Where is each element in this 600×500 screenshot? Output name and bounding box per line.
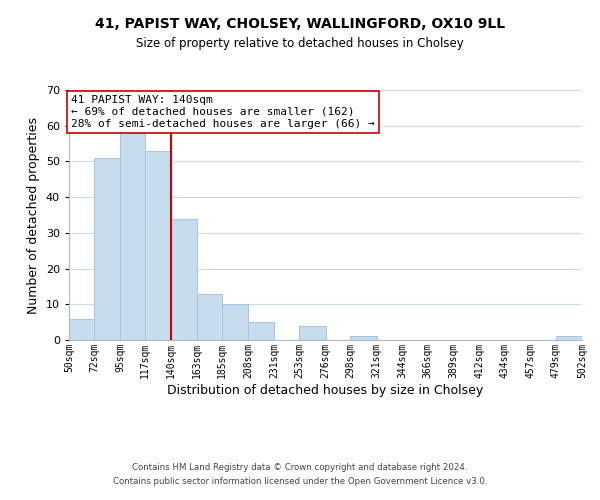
Text: Size of property relative to detached houses in Cholsey: Size of property relative to detached ho… [136,38,464,51]
Bar [248,322,274,340]
Bar [145,150,171,340]
Text: Contains HM Land Registry data © Crown copyright and database right 2024.: Contains HM Land Registry data © Crown c… [132,464,468,472]
Text: 41 PAPIST WAY: 140sqm
← 69% of detached houses are smaller (162)
28% of semi-det: 41 PAPIST WAY: 140sqm ← 69% of detached … [71,96,375,128]
Bar [556,336,582,340]
Bar [94,158,120,340]
Bar [69,318,94,340]
Bar [299,326,326,340]
Text: Contains public sector information licensed under the Open Government Licence v3: Contains public sector information licen… [113,477,487,486]
X-axis label: Distribution of detached houses by size in Cholsey: Distribution of detached houses by size … [167,384,484,396]
Text: 41, PAPIST WAY, CHOLSEY, WALLINGFORD, OX10 9LL: 41, PAPIST WAY, CHOLSEY, WALLINGFORD, OX… [95,18,505,32]
Bar [120,133,145,340]
Bar [222,304,248,340]
Y-axis label: Number of detached properties: Number of detached properties [27,116,40,314]
Bar [197,294,222,340]
Bar [171,218,197,340]
Bar [350,336,377,340]
